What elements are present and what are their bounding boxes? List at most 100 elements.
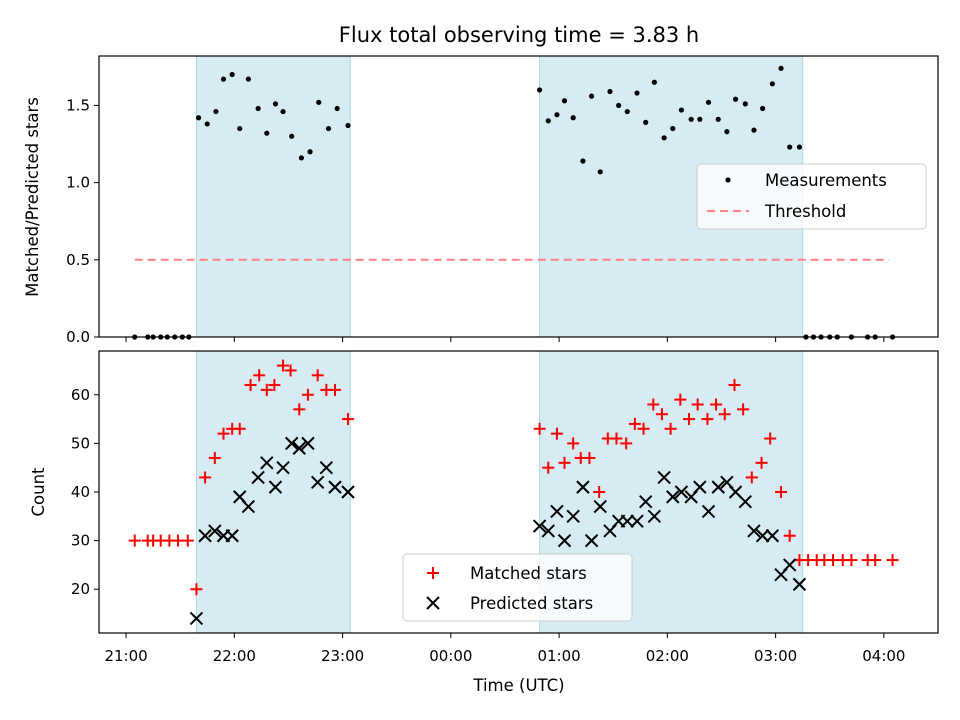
xtick-label: 22:00 (213, 647, 256, 665)
bottom-y-axis-label: Count (29, 467, 48, 517)
predicted-x-b (233, 490, 247, 504)
predicted-star-point (701, 504, 716, 519)
measurement-point (760, 105, 766, 112)
predicted-x-b (189, 611, 204, 626)
predicted-x-b (208, 524, 222, 538)
measurement-point (334, 105, 340, 112)
predicted-x-b (728, 485, 743, 499)
matched-star-point (550, 427, 563, 440)
matched-star-point (637, 422, 650, 435)
matched-star-point (845, 554, 858, 567)
predicted-x-b (550, 504, 564, 519)
top-legend-box (696, 163, 927, 230)
legend-threshold-label: Threshold (764, 202, 846, 221)
predicted-star-point (693, 480, 707, 494)
predicted-x-b (755, 529, 770, 543)
bot-ytick-label: 30 (71, 532, 90, 550)
xtick-label: 04:00 (862, 647, 905, 665)
predicted-star-point (301, 436, 315, 451)
measurement-point (724, 129, 730, 135)
predicted-x-b (576, 480, 590, 494)
predicted-star-point (251, 470, 265, 485)
bottom-panel: 20 30 40 50 60 21:00 22:00 23:00 00:00 01:00 02:0… (29, 350, 939, 695)
measurement-point (255, 105, 261, 112)
bot-ytick-label: 60 (71, 386, 90, 404)
predicted-x-b (584, 533, 599, 548)
matched-star-point (664, 422, 677, 435)
top-ytick-label: 0.5 (66, 251, 90, 269)
matched-star-point (253, 369, 266, 382)
predicted-star-point (532, 519, 547, 533)
predicted-star-point (782, 558, 797, 572)
predicted-x-b (284, 436, 299, 451)
predicted-star-point (541, 524, 555, 538)
matched-star-point (701, 413, 714, 426)
predicted-star-point (198, 529, 212, 543)
matched-star-point (533, 422, 546, 435)
measurement-point (769, 81, 775, 87)
matched-star-point (683, 413, 696, 426)
measurement-point (661, 135, 667, 141)
top-ytick-label: 1.0 (66, 174, 90, 192)
predicted-x-b (593, 499, 607, 514)
predicted-star-point (792, 577, 807, 592)
top-legend: Measurements Threshold (696, 163, 927, 230)
predicted-star-point (310, 475, 325, 489)
bottom-legend: Matched stars Predicted stars (402, 553, 633, 622)
matched-star-point (783, 529, 796, 542)
legend-matched-label: Matched stars (470, 564, 587, 583)
predicted-x-b (268, 480, 283, 494)
predicted-x-b (674, 485, 689, 499)
matched-star-point (710, 398, 723, 411)
predicted-star-point (674, 485, 689, 499)
measurement-point (697, 116, 703, 122)
matched-star-point (583, 451, 596, 464)
matched-star-point (610, 432, 623, 445)
predicted-x-b (328, 480, 342, 494)
predicted-star-point (241, 499, 256, 514)
measurement-point (264, 130, 270, 136)
x-axis-label: Time (UTC) (472, 676, 564, 695)
measurement-point (715, 116, 721, 122)
predicted-x-b (620, 514, 635, 528)
xtick-label: 00:00 (429, 647, 472, 665)
matched-star-point (869, 554, 882, 567)
predicted-star-point (747, 524, 761, 538)
matched-star-point (755, 456, 768, 469)
matched-star-point (217, 427, 230, 440)
top-axes-frame (98, 55, 939, 338)
predicted-x-b (701, 504, 716, 519)
predicted-star-point (657, 470, 671, 485)
measurement-point (732, 96, 739, 102)
predicted-star-point (755, 529, 770, 543)
measurement-point (607, 88, 613, 95)
matched-star-point (558, 456, 571, 469)
matched-star-point (886, 554, 899, 567)
predicted-star-point (208, 524, 222, 538)
legend-matched-marker (427, 567, 439, 579)
matched-star-point (775, 486, 788, 498)
predicted-star-point (328, 480, 342, 494)
measurement-point (580, 158, 586, 164)
measurement-point (742, 101, 748, 107)
predicted-x-b (738, 495, 753, 509)
predicted-x-b (541, 524, 555, 538)
predicted-x-b (657, 470, 671, 485)
matched-star-point (208, 451, 221, 464)
predicted-x-b (566, 509, 580, 524)
matched-star-point (647, 398, 660, 411)
predicted-x-b (319, 460, 334, 475)
measurement-point (688, 116, 694, 122)
predicted-x-b (630, 514, 644, 528)
predicted-star-point (738, 495, 753, 509)
predicted-star-point (765, 529, 780, 543)
bot-ytick-label: 20 (71, 580, 90, 598)
measurement-point (787, 144, 793, 150)
measurement-point (624, 108, 630, 115)
predicted-star-point (225, 529, 239, 543)
measurement-point (298, 155, 305, 161)
predicted-x-b (198, 529, 212, 543)
predicted-x-b (557, 533, 572, 548)
predicted-star-point (189, 611, 204, 626)
